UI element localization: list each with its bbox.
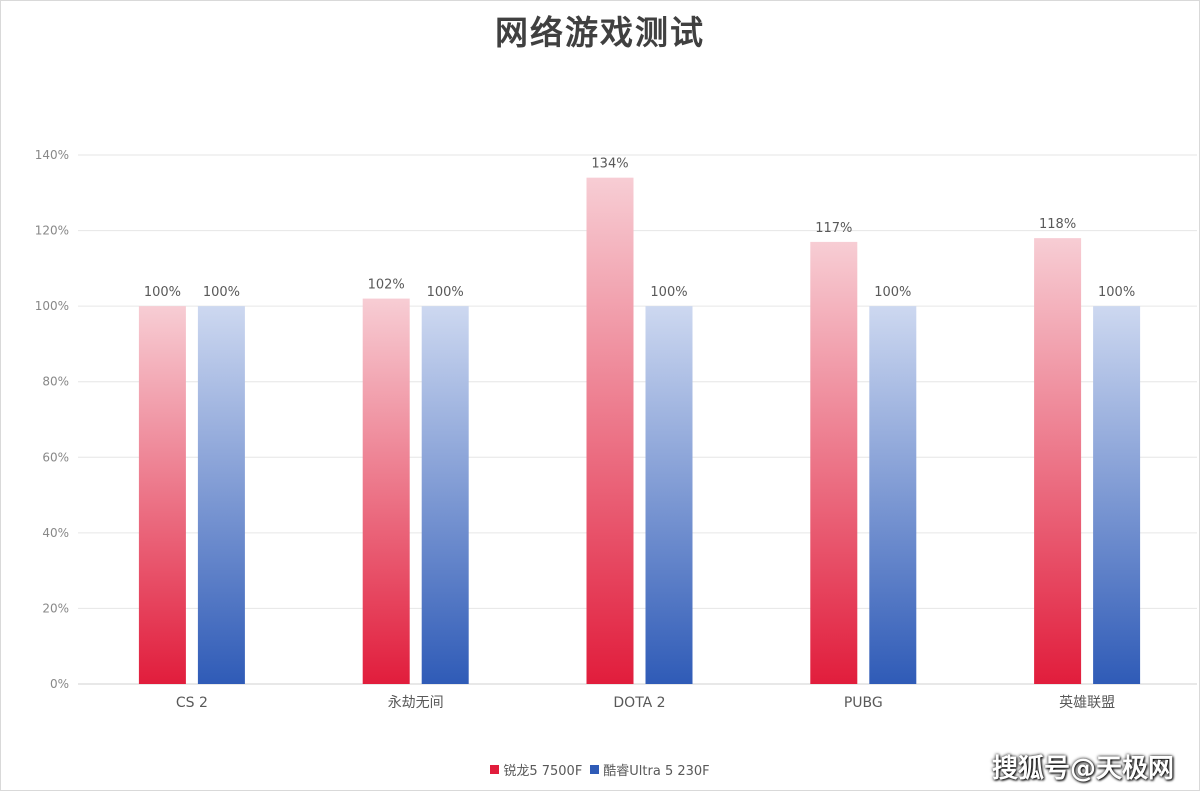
data-labels: 100% 100% 102% 100% 134% 100% 117% 100% 118% 100% [144,157,1135,300]
data-label: 100% [144,285,181,300]
bar-series0-4 [1034,238,1082,684]
x-category-label: CS 2 [176,695,208,711]
legend-label-ryzen: 锐龙5 7500F [503,764,583,779]
data-label: 102% [368,278,405,293]
x-category-label: DOTA 2 [613,695,665,711]
bar-series1-2 [645,306,693,684]
bar-series1-4 [1093,306,1141,684]
bar-series1-3 [869,306,917,684]
watermark: 搜狐号@天极网 [991,754,1174,784]
y-tick-label: 120% [35,224,69,238]
bar-series1-1 [421,306,469,684]
x-axis-categories: CS 2 永劫无间 DOTA 2 PUBG 英雄联盟 [176,694,1115,711]
bar-series1-0 [197,306,245,684]
x-category-label: 英雄联盟 [1059,694,1115,711]
y-tick-label: 40% [42,526,69,540]
bar-series0-1 [362,298,410,684]
legend-swatch-core [590,765,600,774]
legend: 锐龙5 7500F 酷睿Ultra 5 230F [0,760,1200,779]
y-tick-label: 100% [35,299,69,313]
y-tick-label: 0% [50,677,69,691]
data-label: 100% [650,285,687,300]
y-tick-label: 20% [42,601,69,615]
y-tick-label: 140% [35,148,69,162]
legend-label-core: 酷睿Ultra 5 230F [603,764,710,779]
y-tick-label: 80% [42,375,69,389]
legend-swatch-ryzen [490,765,500,774]
bar-series0-3 [810,241,858,684]
bar-series0-0 [138,306,186,684]
legend-item-ryzen: 锐龙5 7500F [490,760,582,779]
data-label: 134% [591,157,628,172]
data-label: 100% [203,285,240,300]
data-label: 100% [427,285,464,300]
gridlines [78,154,1197,685]
data-label: 117% [815,221,852,236]
legend-item-core: 酷睿Ultra 5 230F [590,760,710,779]
data-label: 100% [874,285,911,300]
x-category-label: PUBG [844,695,883,711]
y-tick-label: 60% [42,450,69,464]
data-label: 118% [1039,217,1076,232]
chart-title: 网络游戏测试 [495,13,705,52]
x-category-label: 永劫无间 [388,695,444,711]
bars [138,177,1141,684]
data-label: 100% [1098,285,1135,300]
bar-series0-2 [586,177,634,684]
y-axis-ticks: 0% 20% 40% 60% 80% 100% 120% 140% [35,148,69,691]
